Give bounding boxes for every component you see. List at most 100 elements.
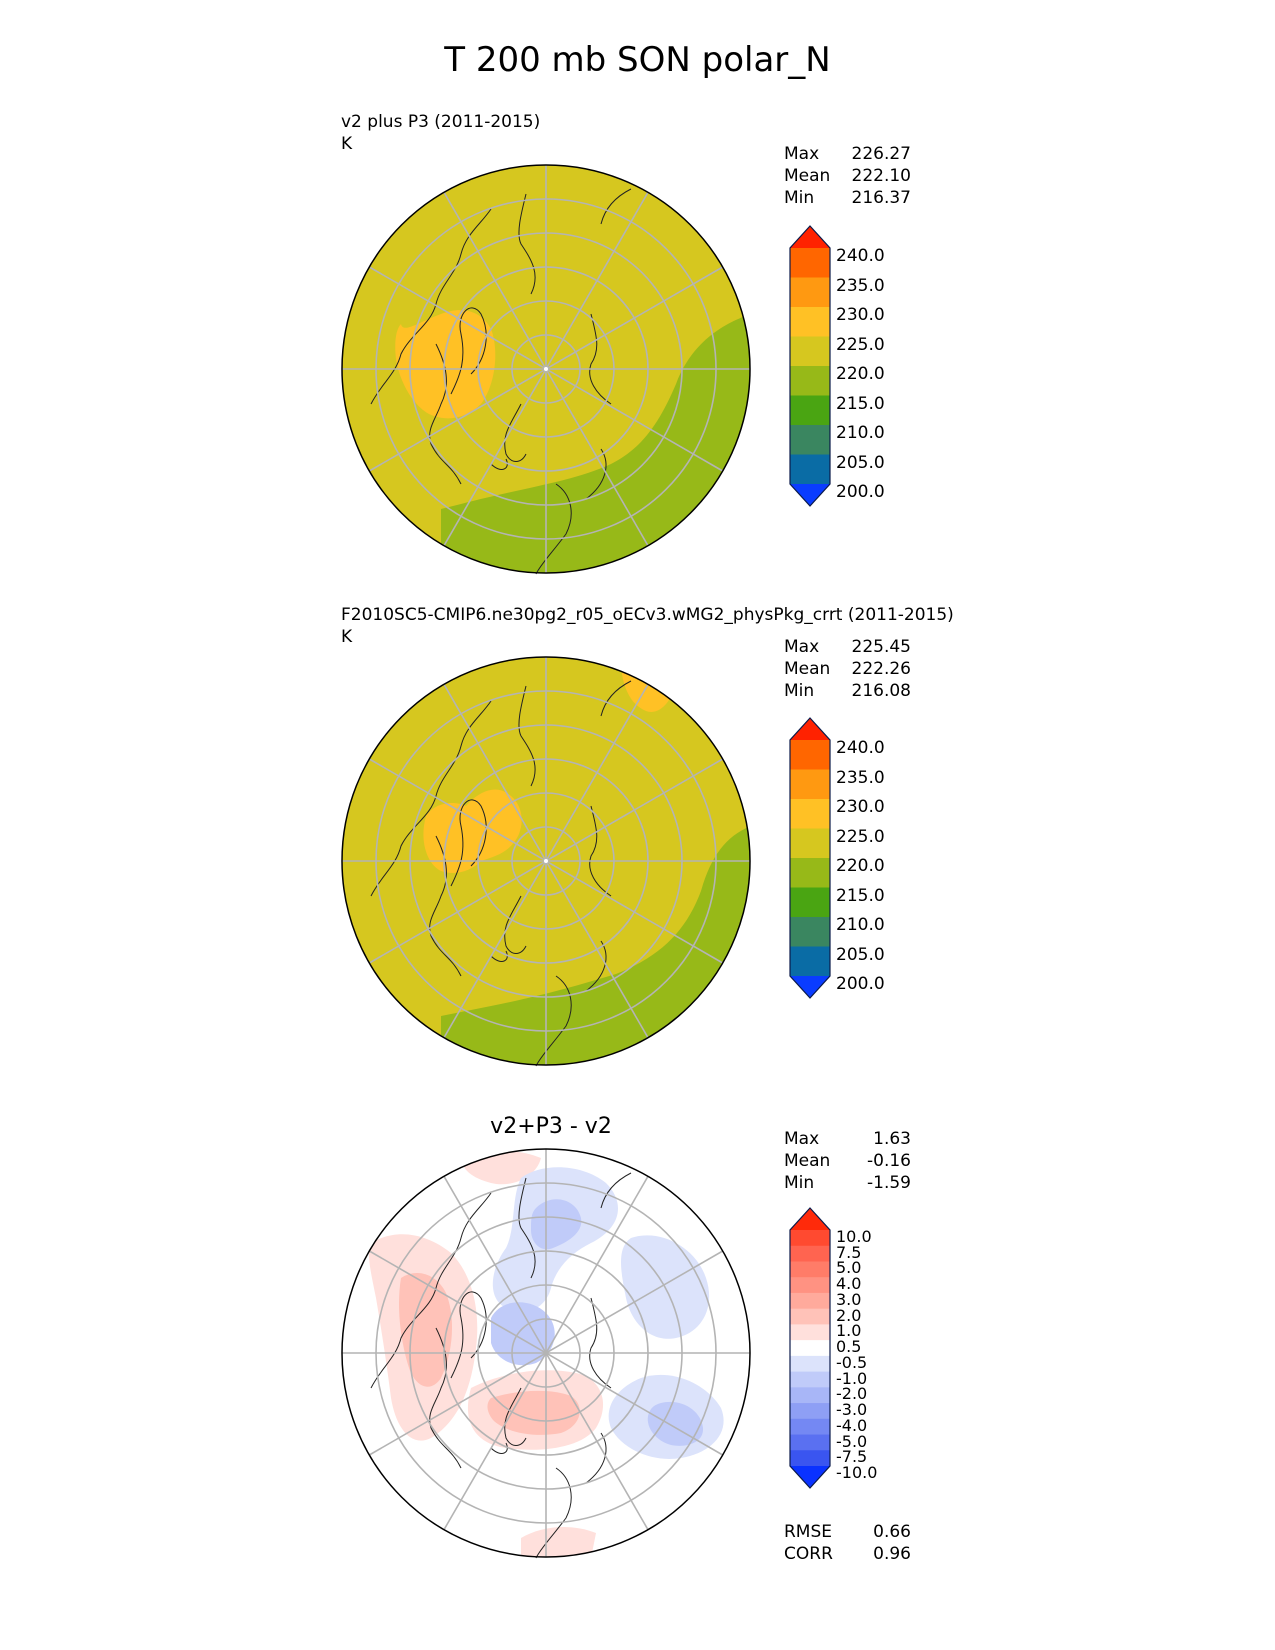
stat-corr-value: 0.96 bbox=[873, 1544, 911, 1564]
panel2-colorbar bbox=[789, 717, 831, 999]
colorbar-segment bbox=[790, 336, 830, 367]
region-225-230 bbox=[395, 310, 496, 419]
region-negative-north-core bbox=[531, 1199, 582, 1250]
stat-mean-value: 222.10 bbox=[851, 166, 911, 186]
colorbar-segment bbox=[790, 425, 830, 455]
panel3-polar-map bbox=[341, 1148, 751, 1559]
colorbar-tick-label: 215.0 bbox=[836, 393, 885, 414]
panel3-footer-stats: RMSE 0.66 CORR 0.96 bbox=[784, 1521, 911, 1565]
stat-max-value: 226.27 bbox=[851, 144, 911, 164]
stat-max-value: 1.63 bbox=[873, 1129, 911, 1149]
panel1-units: K bbox=[341, 134, 353, 154]
panel2-units: K bbox=[341, 627, 353, 647]
colorbar-tick-label: 235.0 bbox=[836, 275, 885, 296]
region-negative-southwest bbox=[391, 1512, 431, 1557]
colorbar-segment bbox=[790, 769, 830, 800]
colorbar-tick-label: 3.0 bbox=[836, 1289, 862, 1309]
panel1-stats: Max 226.27 Mean 222.10 Min 216.37 bbox=[784, 143, 911, 209]
colorbar-tick-label: -1.0 bbox=[836, 1368, 868, 1388]
colorbar-extend-max bbox=[790, 226, 830, 248]
colorbar-extend-min bbox=[790, 484, 830, 506]
colorbar-segment bbox=[790, 454, 830, 485]
colorbar-segment bbox=[790, 858, 830, 888]
colorbar-segment bbox=[790, 1308, 830, 1325]
stat-label: Min bbox=[784, 188, 815, 208]
colorbar-tick-label: 240.0 bbox=[836, 246, 885, 266]
map-boundary bbox=[341, 164, 751, 574]
colorbar-tick-label: 4.0 bbox=[836, 1274, 862, 1294]
colorbar-tick-label: 205.0 bbox=[836, 452, 885, 473]
region-215-220-east bbox=[441, 826, 750, 1065]
stat-label: Mean bbox=[784, 659, 831, 679]
stat-mean-value: 222.26 bbox=[851, 659, 911, 679]
stat-label: Min bbox=[784, 681, 815, 701]
colorbar-segment bbox=[790, 1245, 830, 1262]
colorbar-segment bbox=[790, 799, 830, 829]
stat-label: Max bbox=[784, 144, 820, 164]
graticule bbox=[342, 1149, 750, 1557]
colorbar-outline bbox=[789, 225, 831, 507]
figure-title: T 200 mb SON polar_N bbox=[444, 40, 831, 80]
colorbar-tick-label: 215.0 bbox=[836, 885, 885, 906]
colorbar-segment bbox=[790, 917, 830, 947]
panel1-title: v2 plus P3 (2011-2015) bbox=[341, 112, 541, 132]
colorbar-segment bbox=[790, 1230, 830, 1247]
colorbar-extend-min bbox=[790, 1466, 830, 1488]
colorbar-segment bbox=[790, 946, 830, 977]
colorbar-segment bbox=[790, 1371, 830, 1388]
stat-label: CORR bbox=[784, 1544, 833, 1564]
colorbar-tick-label: -3.0 bbox=[836, 1400, 868, 1420]
colorbar-segment bbox=[790, 366, 830, 396]
colorbar-segment bbox=[790, 1434, 830, 1451]
colorbar-tick-label: 240.0 bbox=[836, 738, 885, 758]
colorbar-tick-label: 225.0 bbox=[836, 334, 885, 355]
colorbar-segment bbox=[790, 307, 830, 337]
region-positive-south-core bbox=[487, 1390, 580, 1435]
region-215-220-east bbox=[441, 314, 750, 573]
colorbar-segment bbox=[790, 1340, 830, 1357]
colorbar-tick-label: -0.5 bbox=[836, 1352, 868, 1372]
panel1-polar-map bbox=[341, 164, 751, 575]
colorbar-segment bbox=[790, 277, 830, 308]
region-positive-bottom bbox=[521, 1527, 596, 1557]
colorbar-outline bbox=[789, 1207, 831, 1489]
panel2-stats: Max 225.45 Mean 222.26 Min 216.08 bbox=[784, 636, 911, 702]
colorbar-segment bbox=[790, 1403, 830, 1420]
colorbar-tick-label: 5.0 bbox=[836, 1258, 862, 1278]
colorbar-outline bbox=[789, 717, 831, 999]
colorbar-tick-label: 200.0 bbox=[836, 974, 885, 994]
colorbar-segment bbox=[790, 1292, 830, 1310]
coastlines bbox=[370, 1172, 632, 1559]
stat-label: Max bbox=[784, 637, 820, 657]
colorbar-tick-label: 220.0 bbox=[836, 856, 885, 876]
map-boundary bbox=[341, 1148, 751, 1558]
colorbar-segment bbox=[790, 248, 830, 278]
colorbar-tick-label: 230.0 bbox=[836, 305, 885, 325]
colorbar-tick-label: -7.5 bbox=[836, 1447, 868, 1467]
colorbar-extend-min bbox=[790, 976, 830, 998]
colorbar-segment bbox=[790, 1277, 830, 1294]
stat-min-value: 216.37 bbox=[851, 188, 911, 208]
stat-mean-value: -0.16 bbox=[867, 1151, 911, 1171]
colorbar-tick-label: 205.0 bbox=[836, 944, 885, 965]
colorbar-segment bbox=[790, 1324, 830, 1341]
stat-label: Mean bbox=[784, 1151, 831, 1171]
colorbar-extend-max bbox=[790, 1208, 830, 1230]
region-positive-west-core bbox=[398, 1273, 453, 1387]
colorbar-segment bbox=[790, 1450, 830, 1467]
stat-label: Min bbox=[784, 1173, 815, 1193]
panel3-colorbar bbox=[789, 1207, 831, 1489]
colorbar-tick-label: -4.0 bbox=[836, 1415, 868, 1435]
colorbar-segment bbox=[790, 1418, 830, 1436]
stat-label: Max bbox=[784, 1129, 820, 1149]
panel2-polar-map bbox=[341, 656, 751, 1067]
region-225-230-center bbox=[423, 789, 522, 873]
stat-label: RMSE bbox=[784, 1522, 833, 1542]
colorbar-tick-label: 210.0 bbox=[836, 423, 885, 443]
colorbar-tick-label: 220.0 bbox=[836, 364, 885, 384]
colorbar-tick-label: 230.0 bbox=[836, 797, 885, 817]
colorbar-tick-label: 225.0 bbox=[836, 826, 885, 847]
colorbar-tick-label: 2.0 bbox=[836, 1305, 862, 1325]
colorbar-tick-label: 200.0 bbox=[836, 482, 885, 502]
colorbar-tick-label: 235.0 bbox=[836, 767, 885, 788]
